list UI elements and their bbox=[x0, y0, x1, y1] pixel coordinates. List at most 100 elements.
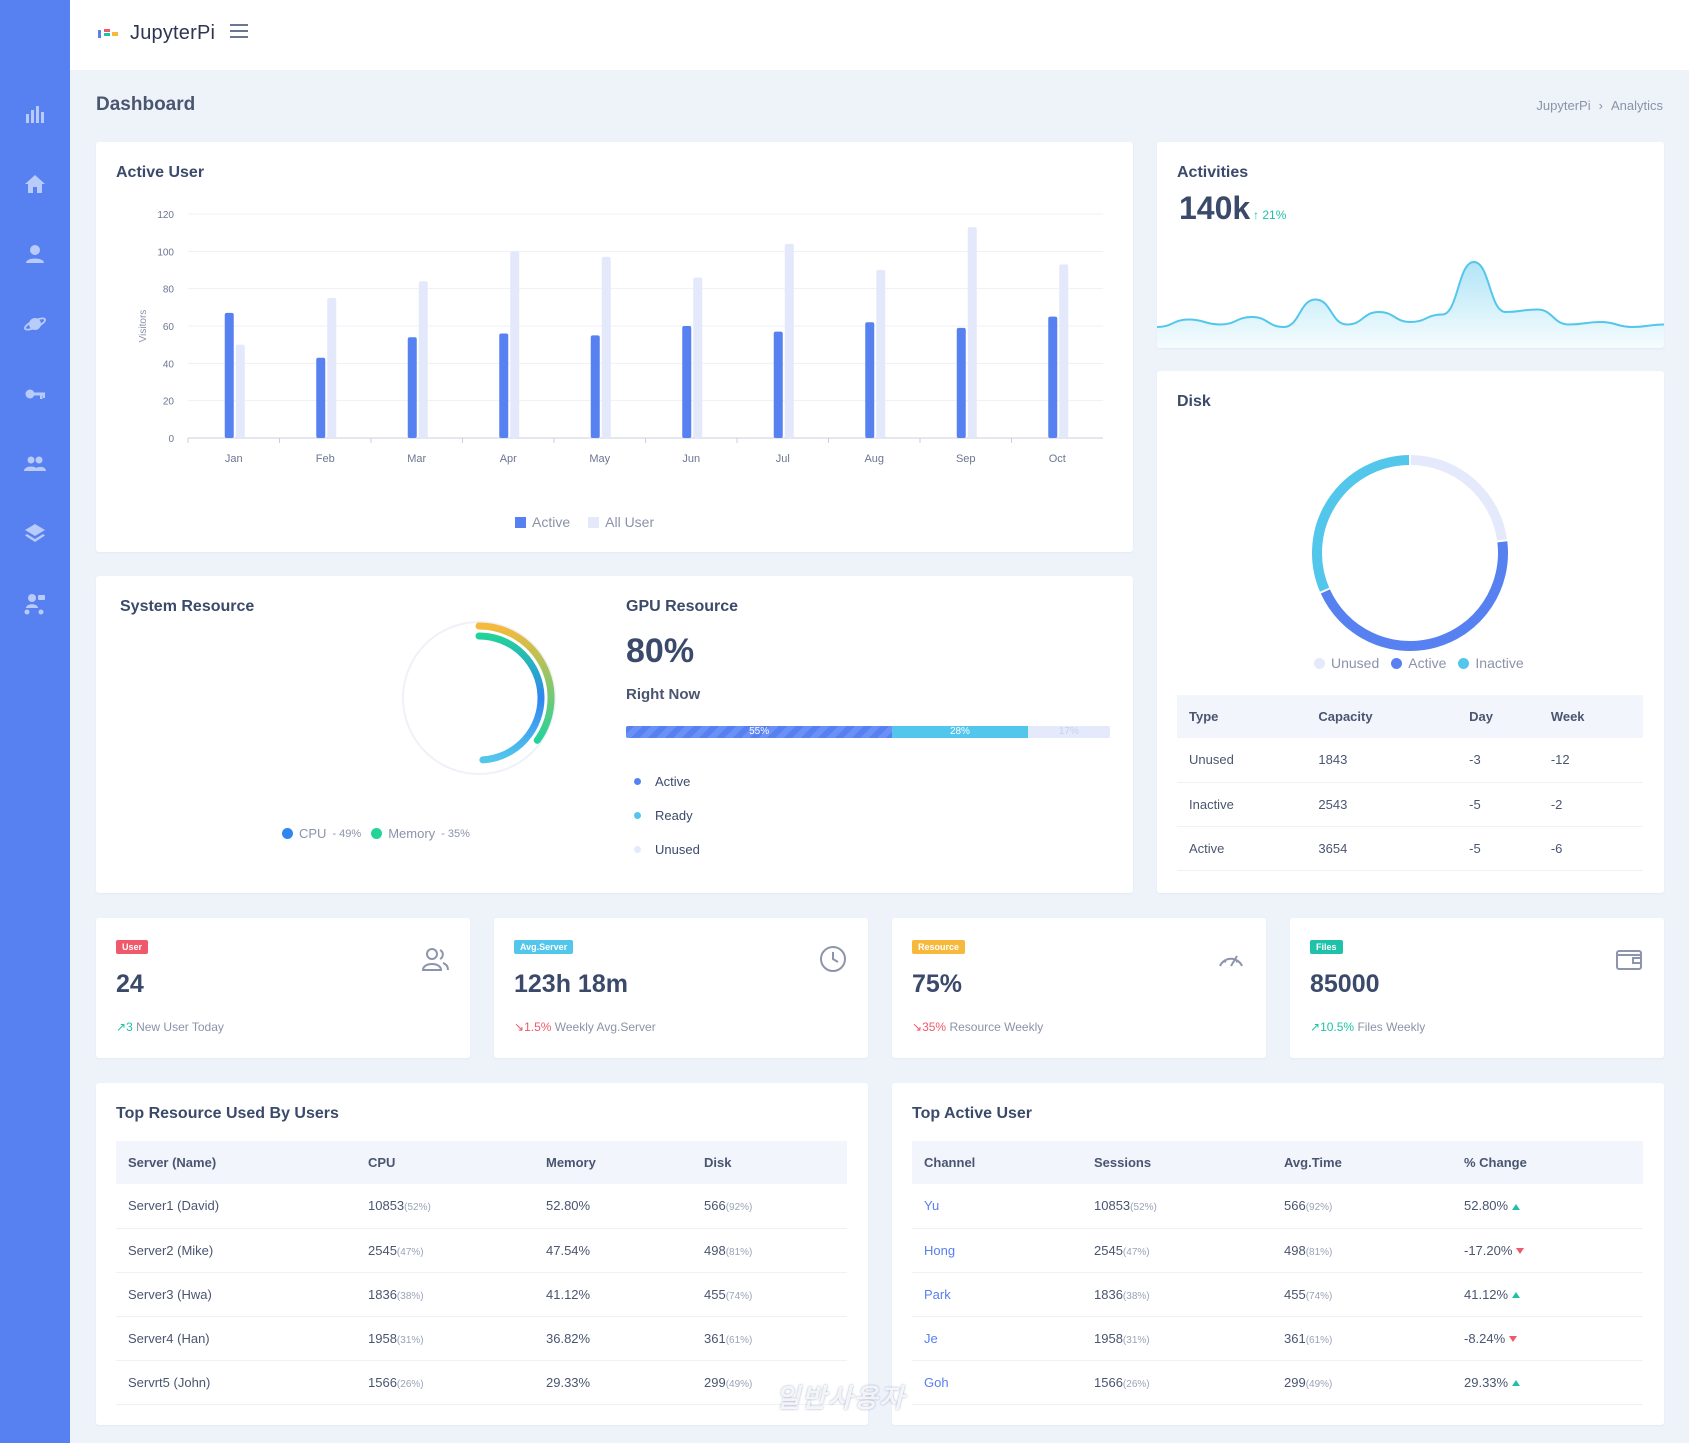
cell-value: 41.12% bbox=[546, 1286, 591, 1302]
bar-active[interactable] bbox=[865, 322, 875, 438]
progress-segment: 55% bbox=[626, 726, 893, 738]
legend-item-inactive[interactable]: Inactive bbox=[1458, 655, 1524, 671]
legend-item-memory[interactable]: Memory - 35% bbox=[371, 826, 470, 841]
table-row[interactable]: Park 1836(38%) 455(74%) 41.12% bbox=[912, 1272, 1643, 1317]
table-row[interactable]: Server2 (Mike) 2545(47%) 47.54% 498(81%) bbox=[116, 1228, 847, 1273]
table-cell: Park bbox=[912, 1272, 1082, 1317]
cpu-ring[interactable] bbox=[475, 632, 545, 764]
area-line[interactable] bbox=[1157, 260, 1664, 329]
table-row[interactable]: Active 3654 -5 -6 bbox=[1177, 826, 1643, 871]
table-row[interactable]: Je 1958(31%) 361(61%) -8.24% bbox=[912, 1316, 1643, 1361]
column-header[interactable]: Capacity bbox=[1306, 695, 1458, 738]
group-icon[interactable] bbox=[21, 450, 49, 478]
bar-all-user[interactable] bbox=[601, 256, 611, 438]
column-header[interactable]: CPU bbox=[356, 1141, 534, 1184]
column-header[interactable]: Week bbox=[1538, 695, 1643, 738]
bar-all-user[interactable] bbox=[876, 270, 886, 438]
table-row[interactable]: Server1 (David) 10853(52%) 52.80% 566(92%) bbox=[116, 1184, 847, 1229]
legend-item-active[interactable]: Active bbox=[515, 514, 570, 530]
legend-item-all-user[interactable]: All User bbox=[588, 514, 654, 530]
user-icon[interactable] bbox=[21, 240, 49, 268]
bar-active[interactable] bbox=[499, 333, 509, 438]
table-cell: 299(49%) bbox=[692, 1360, 847, 1405]
bar-active[interactable] bbox=[316, 357, 326, 438]
logo-mark-icon bbox=[98, 28, 122, 40]
bar-active[interactable] bbox=[682, 326, 692, 438]
activities-card: Activities 140k ↑ 21% bbox=[1157, 142, 1664, 348]
bullet-icon bbox=[634, 845, 641, 853]
bar-all-user[interactable] bbox=[327, 298, 337, 438]
bar-all-user[interactable] bbox=[693, 277, 703, 438]
y-tick-label: 0 bbox=[168, 434, 174, 445]
cell-value: Hong bbox=[924, 1242, 956, 1258]
bar-active[interactable] bbox=[224, 312, 234, 438]
table-cell: 1958(31%) bbox=[356, 1316, 534, 1361]
column-header[interactable]: Type bbox=[1177, 695, 1307, 738]
donut-slice-inactive[interactable] bbox=[1312, 455, 1410, 592]
breadcrumb-item[interactable]: Analytics bbox=[1610, 98, 1663, 113]
column-header[interactable]: Memory bbox=[534, 1141, 692, 1184]
legend-item-active[interactable]: Active bbox=[1391, 655, 1446, 671]
cell-percent: (81%) bbox=[1305, 1246, 1333, 1258]
donut-slice-unused[interactable] bbox=[1410, 455, 1508, 541]
column-header[interactable]: % Change bbox=[1452, 1141, 1643, 1184]
table-row[interactable]: Yu 10853(52%) 566(92%) 52.80% bbox=[912, 1184, 1643, 1229]
column-header[interactable]: Disk bbox=[692, 1141, 847, 1184]
table-row[interactable]: Hong 2545(47%) 498(81%) -17.20% bbox=[912, 1228, 1643, 1273]
y-axis-label: Visitors bbox=[138, 310, 149, 343]
table-cell: 10853(52%) bbox=[1082, 1184, 1272, 1229]
memory-ring[interactable] bbox=[475, 622, 555, 744]
column-header[interactable]: Day bbox=[1457, 695, 1539, 738]
app-logo[interactable]: JupyterPi bbox=[98, 22, 215, 45]
gpu-legend-item[interactable]: Ready bbox=[634, 798, 700, 832]
cell-value: Server2 (Mike) bbox=[128, 1242, 214, 1258]
bar-all-user[interactable] bbox=[784, 243, 794, 438]
bar-active[interactable] bbox=[773, 331, 783, 438]
breadcrumb-item[interactable]: JupyterPi bbox=[1536, 98, 1591, 113]
x-tick-label: Sep bbox=[956, 453, 976, 465]
menu-toggle-icon[interactable] bbox=[230, 24, 248, 40]
bar-active[interactable] bbox=[956, 327, 966, 438]
column-header[interactable]: Channel bbox=[912, 1141, 1082, 1184]
bar-chart-icon[interactable] bbox=[21, 100, 49, 128]
ring-track bbox=[402, 621, 556, 775]
cell-value: 498 bbox=[704, 1242, 726, 1258]
legend-item-cpu[interactable]: CPU - 49% bbox=[282, 826, 361, 841]
bar-active[interactable] bbox=[1048, 316, 1058, 438]
layers-icon[interactable] bbox=[21, 520, 49, 548]
sidebar bbox=[0, 0, 70, 1443]
bar-all-user[interactable] bbox=[235, 344, 245, 438]
system-legend: CPU - 49% Memory - 35% bbox=[282, 826, 470, 841]
bar-all-user[interactable] bbox=[510, 251, 520, 438]
bar-active[interactable] bbox=[407, 337, 417, 438]
table-row[interactable]: Inactive 2543 -5 -2 bbox=[1177, 782, 1643, 827]
bar-all-user[interactable] bbox=[1059, 264, 1069, 438]
table-row[interactable]: Server3 (Hwa) 1836(38%) 41.12% 455(74%) bbox=[116, 1272, 847, 1317]
key-icon[interactable] bbox=[21, 380, 49, 408]
legend-item-unused[interactable]: Unused bbox=[1314, 655, 1379, 671]
home-icon[interactable] bbox=[21, 170, 49, 198]
table-row[interactable]: Servrt5 (John) 1566(26%) 29.33% 299(49%) bbox=[116, 1360, 847, 1405]
org-chart-icon[interactable] bbox=[21, 590, 49, 618]
planet-icon[interactable] bbox=[21, 310, 49, 338]
column-header[interactable]: Avg.Time bbox=[1272, 1141, 1452, 1184]
column-header[interactable]: Sessions bbox=[1082, 1141, 1272, 1184]
table-row[interactable]: Server4 (Han) 1958(31%) 36.82% 361(61%) bbox=[116, 1316, 847, 1361]
bar-all-user[interactable] bbox=[967, 227, 977, 438]
cell-percent: (47%) bbox=[1122, 1246, 1150, 1258]
progress-segment: 28% bbox=[892, 726, 1028, 738]
system-resource-chart bbox=[402, 621, 556, 775]
table-row[interactable]: Unused 1843 -3 -12 bbox=[1177, 738, 1643, 783]
column-header[interactable]: Server (Name) bbox=[116, 1141, 356, 1184]
donut-slice-active[interactable] bbox=[1320, 541, 1508, 651]
table-row[interactable]: Goh 1566(26%) 299(49%) 29.33% bbox=[912, 1360, 1643, 1405]
y-tick-label: 20 bbox=[163, 397, 175, 408]
clock-icon bbox=[818, 944, 848, 974]
table-cell: Server3 (Hwa) bbox=[116, 1272, 356, 1317]
table-cell: 52.80% bbox=[534, 1184, 692, 1229]
bar-active[interactable] bbox=[590, 335, 600, 438]
gpu-legend-item[interactable]: Unused bbox=[634, 832, 700, 866]
cell-percent: (49%) bbox=[1305, 1378, 1333, 1390]
bar-all-user[interactable] bbox=[418, 281, 428, 438]
gpu-legend-item[interactable]: Active bbox=[634, 764, 700, 798]
